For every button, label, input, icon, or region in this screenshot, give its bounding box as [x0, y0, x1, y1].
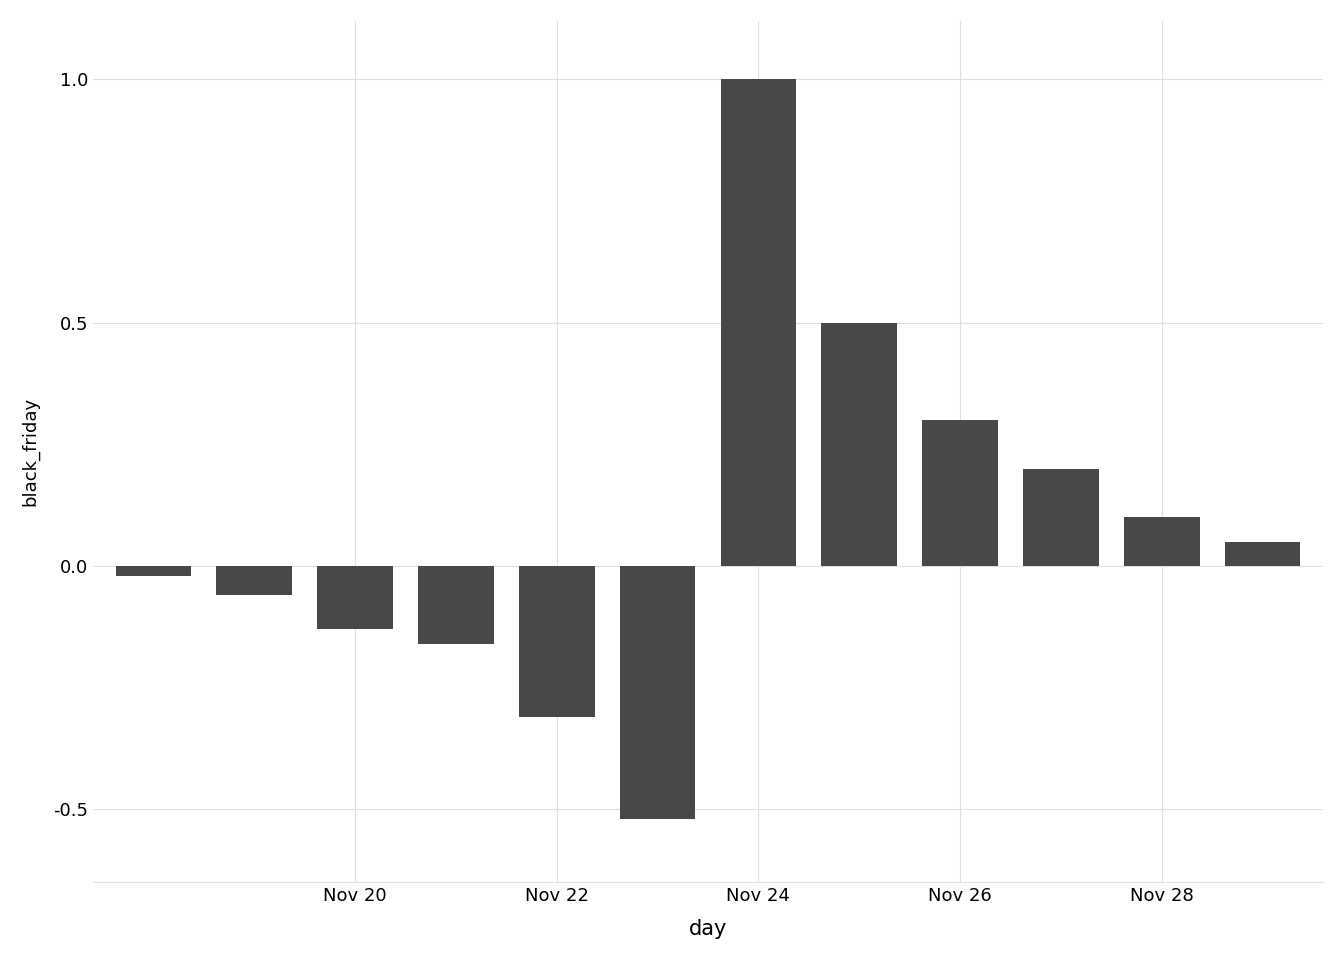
Bar — [317, 566, 392, 630]
Bar — [720, 80, 796, 566]
Bar — [922, 420, 999, 566]
Bar — [1124, 517, 1200, 566]
X-axis label: day: day — [689, 919, 727, 939]
Bar — [519, 566, 594, 717]
Bar — [620, 566, 695, 819]
Bar — [418, 566, 493, 644]
Bar — [821, 323, 896, 566]
Bar — [1023, 468, 1099, 566]
Bar — [216, 566, 292, 595]
Y-axis label: black_friday: black_friday — [22, 397, 39, 506]
Bar — [1224, 541, 1301, 566]
Bar — [116, 566, 191, 576]
